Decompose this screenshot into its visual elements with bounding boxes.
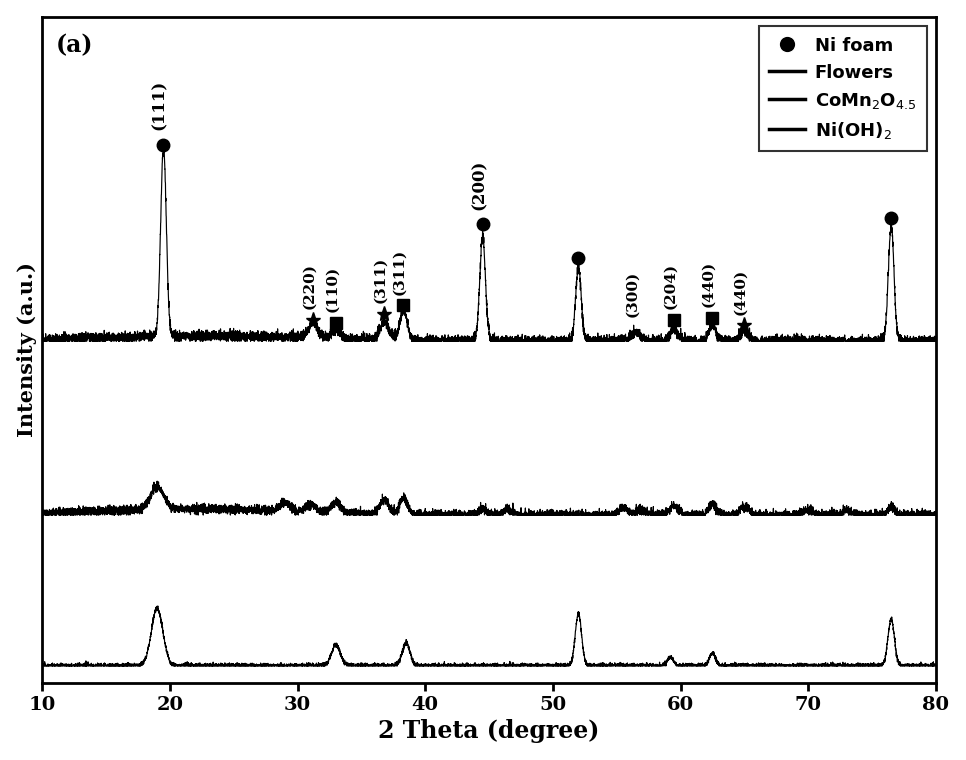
- Text: (440): (440): [701, 261, 716, 307]
- Text: (311): (311): [392, 249, 407, 295]
- Text: (a): (a): [56, 33, 93, 57]
- Y-axis label: Intensity (a.u.): Intensity (a.u.): [16, 262, 37, 437]
- Text: (110): (110): [325, 266, 339, 312]
- Legend: Ni foam, Flowers, CoMn$_2$O$_{4.5}$, Ni(OH)$_2$: Ni foam, Flowers, CoMn$_2$O$_{4.5}$, Ni(…: [758, 26, 926, 151]
- X-axis label: 2 Theta (degree): 2 Theta (degree): [379, 719, 600, 743]
- Text: (111): (111): [151, 80, 168, 130]
- Text: (200): (200): [470, 160, 487, 210]
- Text: (440): (440): [733, 268, 748, 315]
- Text: (300): (300): [625, 271, 639, 317]
- Text: (204): (204): [664, 263, 677, 309]
- Text: (220): (220): [302, 263, 316, 309]
- Text: (311): (311): [374, 257, 387, 303]
